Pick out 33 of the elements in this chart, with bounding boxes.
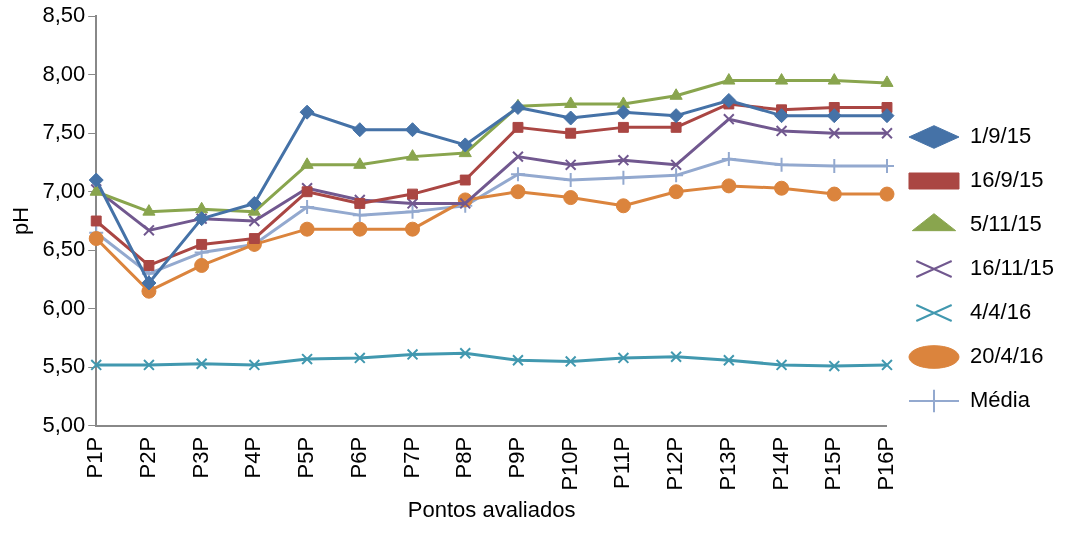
legend-label: 16/11/15 [970,255,1055,281]
legend-label: 5/11/15 [970,211,1042,237]
x-tick-label: P13P [714,436,740,491]
y-tick-label: 5,00 [42,411,86,437]
legend-label: Média [970,387,1031,413]
x-tick-label: P3P [187,436,213,479]
y-axis-title: pH [8,206,34,236]
y-tick-label: 8,50 [42,2,86,28]
x-tick-label: P6P [345,436,371,479]
x-tick-label: P16P [873,436,899,491]
x-tick-label: P15P [820,436,846,491]
x-tick-label: P7P [398,436,424,479]
x-tick-label: P12P [662,436,688,491]
y-tick-label: 6,50 [42,236,86,262]
y-tick-label: 5,50 [42,353,86,379]
x-tick-label: P4P [240,436,266,479]
x-tick-label: P2P [135,436,160,479]
y-tick-label: 7,50 [42,119,86,145]
x-tick-label: P10P [556,436,582,491]
x-tick-label: P9P [504,436,530,479]
legend-label: 20/4/16 [970,343,1044,369]
x-tick-label: P8P [451,436,477,479]
legend-label: 1/9/15 [970,123,1032,149]
y-tick-label: 8,00 [42,60,86,86]
y-tick-label: 7,00 [42,177,86,203]
x-tick-label: P11P [609,436,635,489]
legend-label: 16/9/15 [970,167,1044,193]
x-tick-label: P5P [293,436,319,479]
y-tick-label: 6,00 [42,294,86,320]
x-tick-label: P1P [82,436,108,479]
x-axis-title: Pontos avaliados [407,496,576,522]
x-tick-label: P14P [767,436,793,491]
legend-label: 4/4/16 [970,299,1032,325]
